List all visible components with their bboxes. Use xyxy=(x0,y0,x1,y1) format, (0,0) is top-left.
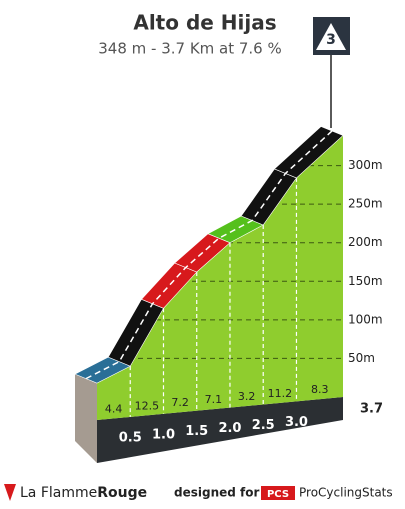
x-tick-label: 1.5 xyxy=(185,424,208,439)
profile-face xyxy=(97,135,343,420)
brand-b: Rouge xyxy=(97,485,147,501)
gradient-label: 11.2 xyxy=(268,387,293,400)
pcs-logo: PCS xyxy=(267,489,289,500)
gradient-label: 7.2 xyxy=(171,396,189,409)
brand-a: La Flamme xyxy=(20,485,97,501)
chart-subtitle: 348 m - 3.7 Km at 7.6 % xyxy=(98,40,282,58)
site-name: ProCyclingStats xyxy=(299,486,393,500)
pcs-box xyxy=(261,486,295,500)
gradient-label: 4.4 xyxy=(105,402,123,415)
base-band xyxy=(97,397,343,463)
y-tick-label: 50m xyxy=(348,351,375,365)
y-tick-label: 250m xyxy=(348,197,383,211)
total-distance: 3.7 xyxy=(360,402,383,417)
profile: 50m 100m 150m 200m 250m 300m 0.5 1.0 1.5 2.0 2.5 3.… xyxy=(74,126,383,463)
x-tick-label: 3.0 xyxy=(285,415,308,430)
logo-flag xyxy=(4,484,16,501)
x-tick-label: 2.5 xyxy=(252,418,275,433)
gradient-label: 3.2 xyxy=(238,390,256,403)
center-line xyxy=(85,130,333,380)
x-tick-label: 2.0 xyxy=(218,421,241,436)
x-tick-label: 0.5 xyxy=(119,430,142,445)
gradient-label: 8.3 xyxy=(311,383,329,396)
y-tick-label: 200m xyxy=(348,235,383,249)
x-tick-label: 1.0 xyxy=(152,427,175,442)
designed-for: designed for xyxy=(174,486,259,500)
category-label: 3 xyxy=(326,32,336,48)
chart-title: Alto de Hijas xyxy=(133,11,276,35)
badge-triangle xyxy=(316,23,346,50)
side-face xyxy=(75,374,97,463)
gradient-label: 7.1 xyxy=(205,393,223,406)
brand: La FlammeRouge xyxy=(20,485,147,501)
y-tick-label: 100m xyxy=(348,312,383,326)
y-tick-label: 150m xyxy=(348,274,383,288)
footer: La FlammeRouge designed for PCS ProCycli… xyxy=(4,484,393,501)
y-tick-label: 300m xyxy=(348,158,383,172)
gradient-label: 12.5 xyxy=(135,399,160,412)
